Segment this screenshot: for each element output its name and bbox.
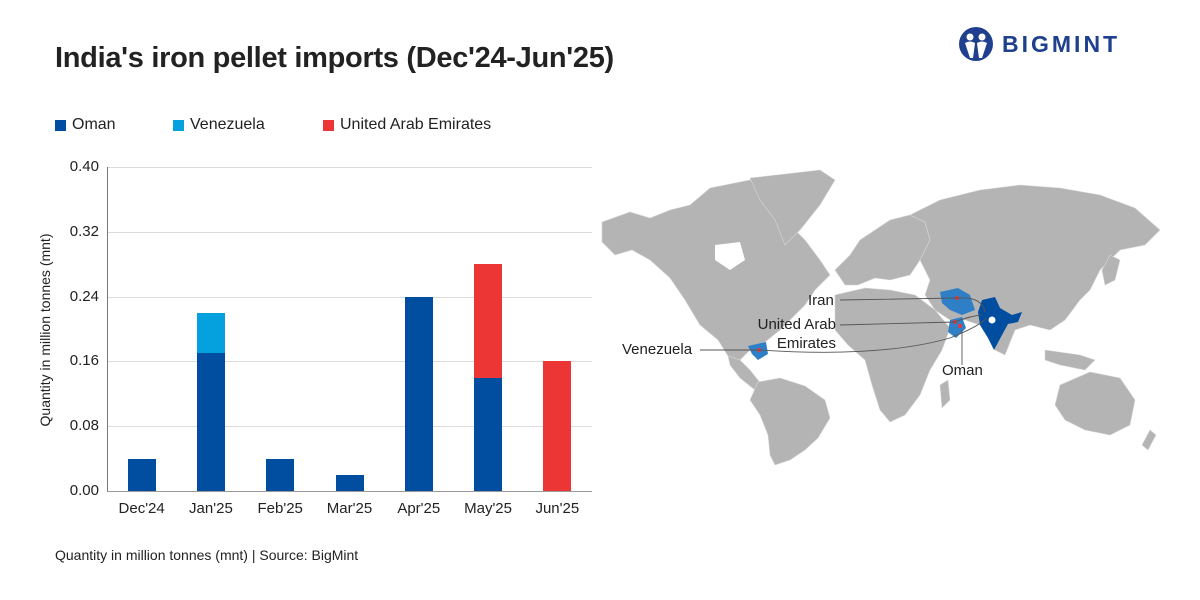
y-tick-label: 0.24 <box>69 287 99 305</box>
bar-united-arab-emirates <box>474 264 503 378</box>
x-tick-label: May'25 <box>464 500 512 517</box>
legend-label: United Arab Emirates <box>340 116 492 133</box>
logo-text: BIGMINT <box>1002 30 1121 57</box>
bar-oman <box>196 353 225 491</box>
gridline <box>107 361 592 363</box>
legend-label: Oman <box>72 116 116 133</box>
chart-legend: Oman Venezuela United Arab Emirates <box>55 116 491 134</box>
x-axis <box>107 491 592 492</box>
y-tick-label: 0.32 <box>69 222 99 240</box>
bar-oman <box>127 458 156 491</box>
world-map-graphic <box>601 169 1161 466</box>
y-tick-label: 0.16 <box>69 352 99 370</box>
y-tick-label: 0.40 <box>69 158 99 175</box>
map-label-oman: Oman <box>942 362 983 379</box>
y-tick-label: 0.00 <box>69 482 99 499</box>
bigmint-logo-icon <box>959 27 993 61</box>
legend-label: Venezuela <box>190 116 265 133</box>
legend-swatch <box>55 119 66 131</box>
y-tick-label: 0.08 <box>69 417 99 435</box>
world-map: Iran United Arab Emirates Venezuela Oman <box>590 160 1180 470</box>
legend-item-venezuela: Venezuela <box>173 116 323 134</box>
bar-united-arab-emirates <box>543 361 572 491</box>
y-axis-label: Quantity in million tonnes (mnt) <box>37 233 53 427</box>
legend-item-uae: United Arab Emirates <box>323 116 491 134</box>
chart-footer-source: Quantity in million tonnes (mnt) | Sourc… <box>55 547 359 563</box>
india-highlight <box>978 297 1022 350</box>
map-label-iran: Iran <box>808 292 834 309</box>
gridline <box>107 231 592 233</box>
x-tick-label: Jan'25 <box>189 500 233 517</box>
bar-oman <box>266 458 295 491</box>
x-tick-label: Jun'25 <box>535 500 580 517</box>
bar-oman <box>474 377 503 491</box>
chart-title: India's iron pellet imports (Dec'24-Jun'… <box>55 42 614 74</box>
x-tick-label: Dec'24 <box>118 500 165 517</box>
bar-oman <box>335 474 364 491</box>
gridline <box>107 167 592 168</box>
gridline <box>107 426 592 428</box>
iran-highlight <box>940 288 975 315</box>
bigmint-logo: BIGMINT <box>958 26 1120 62</box>
map-label-uae-1: United Arab <box>757 316 836 333</box>
gridline <box>107 296 592 298</box>
bar-chart: Quantity in million tonnes (mnt) 0.00 0.0… <box>0 0 600 530</box>
x-tick-label: Feb'25 <box>257 500 303 517</box>
bar-venezuela <box>196 312 225 354</box>
bar-oman <box>404 296 433 491</box>
x-tick-label: Mar'25 <box>326 500 373 517</box>
legend-swatch <box>323 119 334 131</box>
x-tick-label: Apr'25 <box>397 500 441 517</box>
y-axis <box>107 167 108 491</box>
legend-item-oman: Oman <box>55 116 173 134</box>
legend-swatch <box>173 119 184 131</box>
map-label-uae-2: Emirates <box>776 335 836 352</box>
map-label-venezuela: Venezuela <box>622 341 693 358</box>
